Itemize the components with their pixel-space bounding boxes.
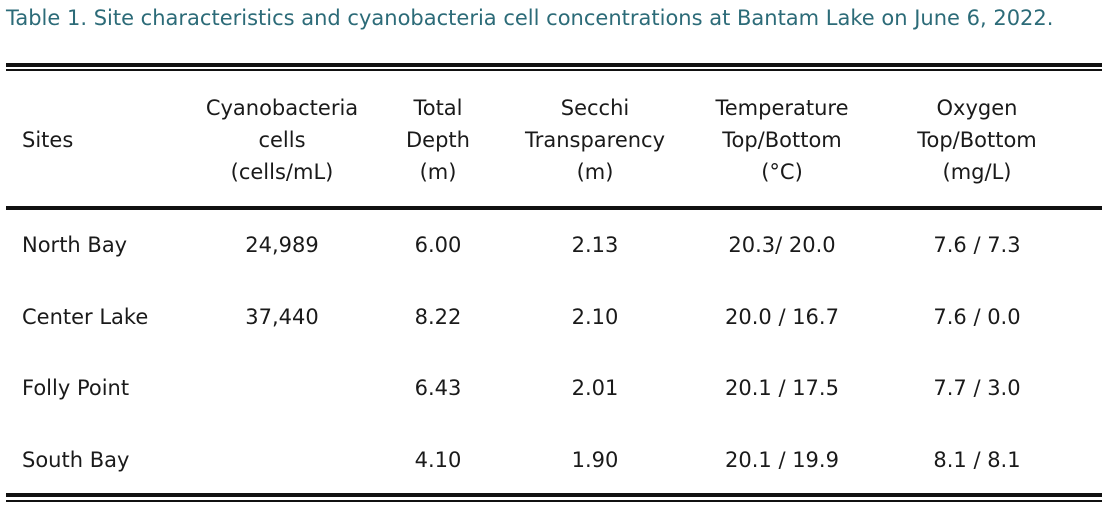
table-header: Sites Cyanobacteria cells (cells/mL) Tot… (0, 92, 1107, 188)
header-secchi: Secchi Transparency (m) (505, 92, 685, 188)
top-rule-inner (6, 69, 1102, 71)
cell-secchi: 2.10 (571, 305, 619, 329)
header-line: (m) (419, 160, 457, 184)
bottom-rule-inner (6, 500, 1102, 502)
cell-secchi: 2.13 (571, 233, 619, 257)
header-sites: Sites (22, 124, 73, 156)
top-rule (6, 63, 1102, 67)
header-line: Oxygen (936, 96, 1018, 120)
cell-total-depth: 8.22 (414, 305, 462, 329)
cell-temperature: 20.1 / 17.5 (725, 376, 839, 400)
header-line: Temperature (715, 96, 849, 120)
header-rule (6, 206, 1102, 210)
cell-temperature: 20.0 / 16.7 (725, 305, 839, 329)
cell-oxygen: 7.6 / 0.0 (933, 305, 1021, 329)
header-line: (°C) (761, 160, 803, 184)
header-line: (mg/L) (942, 160, 1012, 184)
cell-total-depth: 6.00 (414, 233, 462, 257)
header-line: (m) (576, 160, 614, 184)
cell-oxygen: 7.6 / 7.3 (933, 233, 1021, 257)
cell-site: South Bay (22, 448, 130, 472)
cell-temperature: 20.1 / 19.9 (725, 448, 839, 472)
header-line: Transparency (524, 128, 666, 152)
cell-site: Center Lake (22, 305, 149, 329)
table-row: North Bay 24,989 6.00 2.13 20.3/ 20.0 7.… (0, 225, 1107, 265)
cell-site: North Bay (22, 233, 128, 257)
header-line: Depth (406, 128, 470, 152)
cell-oxygen: 7.7 / 3.0 (933, 376, 1021, 400)
cell-secchi: 2.01 (571, 376, 619, 400)
header-line: Total (413, 96, 463, 120)
header-line: Top/Bottom (722, 128, 842, 152)
table-row: Center Lake 37,440 8.22 2.10 20.0 / 16.7… (0, 297, 1107, 337)
header-temperature: Temperature Top/Bottom (°C) (692, 92, 872, 188)
header-line: (cells/mL) (230, 160, 334, 184)
cell-total-depth: 6.43 (414, 376, 462, 400)
cell-temperature: 20.3/ 20.0 (728, 233, 836, 257)
header-total-depth: Total Depth (m) (388, 92, 488, 188)
header-line: Cyanobacteria (205, 96, 359, 120)
cell-oxygen: 8.1 / 8.1 (933, 448, 1021, 472)
cell-total-depth: 4.10 (414, 448, 462, 472)
header-line: cells (258, 128, 306, 152)
cell-secchi: 1.90 (571, 448, 619, 472)
cell-cyanobacteria: 37,440 (245, 305, 319, 329)
table-row: Folly Point 6.43 2.01 20.1 / 17.5 7.7 / … (0, 368, 1107, 408)
bottom-rule (6, 493, 1102, 497)
header-cyanobacteria: Cyanobacteria cells (cells/mL) (182, 92, 382, 188)
header-line: Sites (22, 128, 74, 152)
header-oxygen: Oxygen Top/Bottom (mg/L) (897, 92, 1057, 188)
table-row: South Bay 4.10 1.90 20.1 / 19.9 8.1 / 8.… (0, 440, 1107, 480)
header-line: Top/Bottom (917, 128, 1037, 152)
cell-site: Folly Point (22, 376, 130, 400)
table-caption: Table 1. Site characteristics and cyanob… (6, 6, 1054, 30)
cell-cyanobacteria: 24,989 (245, 233, 319, 257)
header-line: Secchi (560, 96, 630, 120)
